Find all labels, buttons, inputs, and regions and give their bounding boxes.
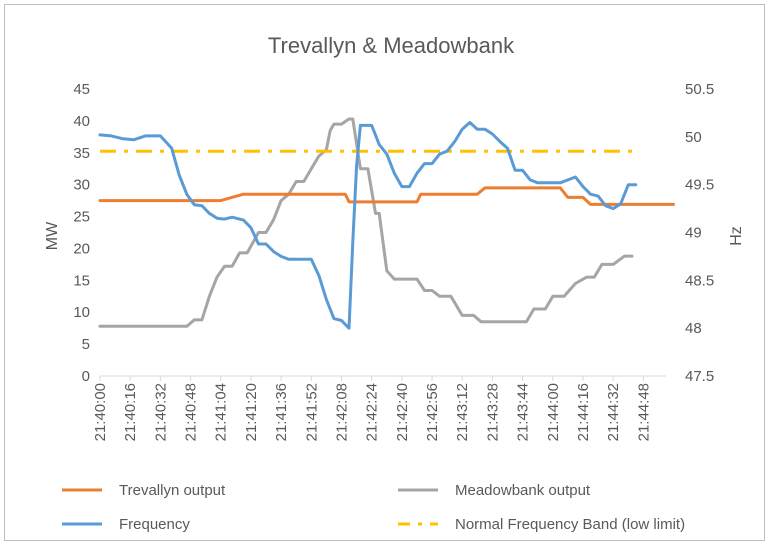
right-tick-label: 50 xyxy=(685,129,702,146)
left-tick-label: 40 xyxy=(73,113,90,130)
x-tick-label: 21:42:56 xyxy=(424,383,441,441)
series-layer xyxy=(98,117,675,330)
x-tick-label: 21:44:32 xyxy=(605,383,622,441)
x-tick-label: 21:40:00 xyxy=(92,383,109,441)
x-tick-label: 21:42:08 xyxy=(333,383,350,441)
left-tick-label: 20 xyxy=(73,240,90,257)
legend: Trevallyn output Meadowbank output Frequen… xyxy=(62,482,685,533)
x-tick-label: 21:41:36 xyxy=(273,383,290,441)
chart-frame: Trevallyn & Meadowbank 0 5 10 15 20 25 30 35 40 4… xyxy=(4,4,765,541)
x-tick-label: 21:40:48 xyxy=(183,383,200,441)
left-tick-label: 0 xyxy=(82,368,90,385)
left-tick-label: 25 xyxy=(73,209,90,226)
left-axis-ticks: 0 5 10 15 20 25 30 35 40 45 xyxy=(73,81,90,385)
x-tick-label: 21:44:48 xyxy=(635,383,652,441)
series-line-1 xyxy=(98,117,634,328)
x-tick-label: 21:43:12 xyxy=(454,383,471,441)
right-axis-ticks: 47.5 48 48.5 49 49.5 50 50.5 xyxy=(685,81,714,385)
legend-label-1: Meadowbank output xyxy=(455,482,591,499)
right-tick-label: 48.5 xyxy=(685,272,714,289)
x-tick-label: 21:41:20 xyxy=(243,383,260,441)
x-tick-label: 21:43:44 xyxy=(515,383,532,441)
y2-axis-label: Hz xyxy=(728,226,745,246)
left-tick-label: 5 xyxy=(82,336,90,353)
legend-label-0: Trevallyn output xyxy=(119,482,226,499)
left-tick-label: 10 xyxy=(73,304,90,321)
y-axis-label: MW xyxy=(44,221,61,250)
legend-label-2: Frequency xyxy=(119,516,190,533)
right-tick-label: 49 xyxy=(685,225,702,242)
x-tick-label: 21:41:04 xyxy=(213,383,230,441)
x-axis-ticks: 21:40:00 21:40:16 21:40:32 21:40:48 21:41:04… xyxy=(92,376,652,441)
left-tick-label: 15 xyxy=(73,272,90,289)
x-tick-label: 21:41:52 xyxy=(303,383,320,441)
x-tick-label: 21:44:00 xyxy=(545,383,562,441)
x-tick-label: 21:43:28 xyxy=(484,383,501,441)
chart-svg: Trevallyn & Meadowbank 0 5 10 15 20 25 30 35 40 4… xyxy=(44,33,745,533)
series-line-2 xyxy=(98,121,638,330)
left-tick-label: 35 xyxy=(73,145,90,162)
right-tick-label: 50.5 xyxy=(685,81,714,98)
series-line-0 xyxy=(98,186,675,206)
x-tick-label: 21:42:24 xyxy=(364,383,381,441)
right-tick-label: 48 xyxy=(685,320,702,337)
right-tick-label: 47.5 xyxy=(685,368,714,385)
x-tick-label: 21:40:16 xyxy=(122,383,139,441)
left-tick-label: 45 xyxy=(73,81,90,98)
legend-label-3: Normal Frequency Band (low limit) xyxy=(455,516,685,533)
chart-title: Trevallyn & Meadowbank xyxy=(268,33,515,58)
right-tick-label: 49.5 xyxy=(685,177,714,194)
x-tick-label: 21:40:32 xyxy=(152,383,169,441)
x-tick-label: 21:44:16 xyxy=(575,383,592,441)
left-tick-label: 30 xyxy=(73,177,90,194)
x-tick-label: 21:42:40 xyxy=(394,383,411,441)
